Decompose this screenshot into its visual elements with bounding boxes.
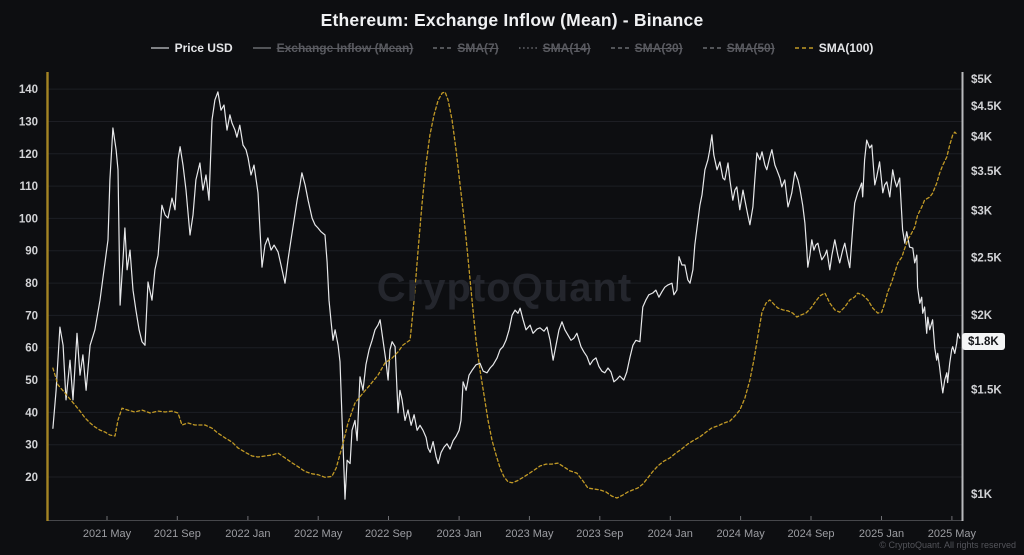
- legend-line-icon: [794, 47, 813, 49]
- y-left-tick-label: 70: [25, 310, 38, 322]
- x-tick-label: 2024 Jan: [648, 528, 693, 540]
- legend-label: Price USD: [174, 41, 233, 55]
- x-axis-ticks: 2021 May 2021 Sep 2022 Jan 2022 May 2022 Sep…: [83, 516, 977, 540]
- legend-line-icon: [610, 47, 629, 49]
- y-right-tick-label: $3.5K: [971, 166, 1002, 178]
- y-right-tick-label: $2K: [971, 310, 993, 322]
- legend: Price USD Exchange Inflow (Mean) SMA(7) SMA…: [0, 41, 1024, 55]
- sma100-line: [52, 91, 958, 499]
- y-left-tick-label: 40: [25, 407, 38, 419]
- x-tick-label: 2022 May: [294, 528, 343, 540]
- y-left-tick-label: 130: [19, 117, 38, 129]
- y-right-tick-label: $2.5K: [971, 253, 1002, 265]
- y-left-tick-label: 100: [19, 213, 38, 225]
- x-tick-label: 2025 May: [928, 528, 977, 540]
- legend-line-icon: [252, 47, 271, 49]
- x-tick-label: 2023 May: [505, 528, 554, 540]
- legend-label: SMA(14): [542, 41, 591, 55]
- chart-title: Ethereum: Exchange Inflow (Mean) - Binan…: [320, 10, 704, 30]
- legend-line-icon: [150, 47, 169, 49]
- right-axis-labels: $5K $4.5K $4K $3.5K $3K $2.5K $2K $1.5K $1K: [971, 74, 1002, 501]
- y-left-tick-label: 60: [25, 343, 38, 355]
- legend-label: SMA(30): [634, 41, 683, 55]
- y-left-tick-label: 30: [25, 440, 38, 452]
- gridlines: [47, 88, 962, 478]
- x-tick-label: 2024 May: [716, 528, 765, 540]
- x-tick-label: 2022 Jan: [225, 528, 270, 540]
- legend-line-icon: [518, 47, 537, 49]
- legend-line-icon: [433, 47, 452, 49]
- x-tick-label: 2021 Sep: [154, 528, 201, 540]
- x-tick-label: 2024 Sep: [787, 528, 834, 540]
- legend-line-icon: [702, 47, 721, 49]
- legend-item-sma-7[interactable]: SMA(7): [433, 41, 499, 55]
- x-tick-label: 2023 Sep: [576, 528, 623, 540]
- price-usd-line: [52, 91, 961, 500]
- y-left-tick-label: 80: [25, 278, 38, 290]
- x-tick-label: 2021 May: [83, 528, 132, 540]
- y-right-tick-label: $5K: [971, 74, 993, 86]
- legend-item-price-usd[interactable]: Price USD: [150, 41, 233, 55]
- copyright-note: © CryptoQuant. All rights reserved: [879, 540, 1016, 550]
- last-price-badge: $1.8K: [962, 333, 1005, 350]
- y-left-tick-label: 120: [19, 149, 38, 161]
- x-tick-label: 2022 Sep: [365, 528, 412, 540]
- y-right-tick-label: $1K: [971, 489, 993, 501]
- legend-label: SMA(7): [457, 41, 499, 55]
- legend-item-sma-30[interactable]: SMA(30): [610, 41, 683, 55]
- y-left-tick-label: 50: [25, 375, 38, 387]
- legend-item-sma-14[interactable]: SMA(14): [518, 41, 591, 55]
- y-left-tick-label: 140: [19, 84, 38, 96]
- legend-item-exchange-inflow-mean[interactable]: Exchange Inflow (Mean): [252, 41, 414, 55]
- legend-label: SMA(100): [818, 41, 874, 55]
- legend-label: Exchange Inflow (Mean): [276, 41, 414, 55]
- x-tick-label: 2025 Jan: [859, 528, 904, 540]
- y-right-tick-label: $4K: [971, 132, 993, 144]
- y-right-tick-label: $1.5K: [971, 384, 1002, 396]
- y-left-tick-label: 20: [25, 472, 38, 484]
- x-tick-label: 2023 Jan: [436, 528, 481, 540]
- y-right-tick-label: $4.5K: [971, 101, 1002, 113]
- y-left-tick-label: 90: [25, 246, 38, 258]
- legend-item-sma-100[interactable]: SMA(100): [794, 41, 874, 55]
- y-left-tick-label: 110: [19, 181, 38, 193]
- legend-item-sma-50[interactable]: SMA(50): [702, 41, 775, 55]
- legend-label: SMA(50): [726, 41, 775, 55]
- y-right-tick-label: $3K: [971, 206, 993, 218]
- left-axis-labels: 140 130 120 110 100 90 80 70 60 50 40 30 20: [19, 84, 38, 484]
